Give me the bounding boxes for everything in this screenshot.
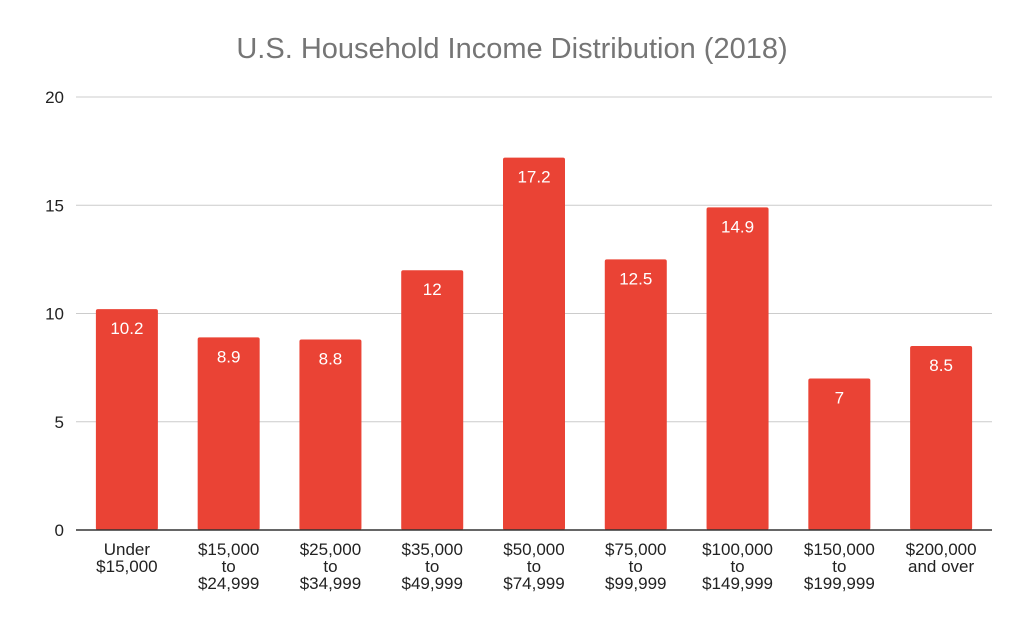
x-tick-label: $200,000 and over (906, 540, 977, 576)
bar (401, 270, 464, 530)
bar (299, 339, 362, 530)
bar (604, 259, 667, 530)
x-tick-label: $15,000 to $24,999 (198, 540, 259, 593)
x-tick-label: $75,000 to $99,999 (605, 540, 666, 593)
data-label: 8.9 (217, 347, 241, 366)
y-tick-label: 5 (55, 413, 64, 432)
x-tick-label: $100,000 to $149,999 (702, 540, 773, 593)
x-axis-categories: Under $15,000 $15,000 to $24,999 $25,000 to $34… (96, 540, 976, 593)
data-label: 10.2 (110, 319, 143, 338)
bar (808, 378, 871, 530)
y-tick-label: 15 (45, 196, 64, 215)
x-tick-label: $25,000 to $34,999 (300, 540, 361, 593)
x-tick-label: Under $15,000 (96, 540, 157, 576)
data-label: 7 (835, 388, 844, 407)
data-label: 14.9 (721, 217, 754, 236)
bar (910, 345, 973, 530)
y-axis-ticks: 0 5 10 15 20 (45, 88, 64, 540)
y-tick-label: 0 (55, 521, 64, 540)
bars (95, 157, 973, 531)
y-tick-label: 20 (45, 88, 64, 107)
bar (706, 207, 769, 531)
chart-title: U.S. Household Income Distribution (2018… (236, 33, 787, 65)
data-label: 12.5 (619, 269, 652, 288)
data-label: 17.2 (517, 168, 550, 187)
data-labels: 10.2 8.9 8.8 12 17.2 12.5 14.9 7 8.5 (110, 168, 953, 408)
x-tick-label: $35,000 to $49,999 (401, 540, 462, 593)
bar (197, 337, 260, 530)
x-tick-label: $50,000 to $74,999 (503, 540, 564, 593)
x-tick-label: $150,000 to $199,999 (804, 540, 875, 593)
y-tick-label: 10 (45, 305, 64, 324)
bar (95, 309, 158, 530)
data-label: 8.5 (929, 356, 953, 375)
data-label: 12 (423, 280, 442, 299)
data-label: 8.8 (319, 349, 343, 368)
bar (503, 157, 565, 530)
